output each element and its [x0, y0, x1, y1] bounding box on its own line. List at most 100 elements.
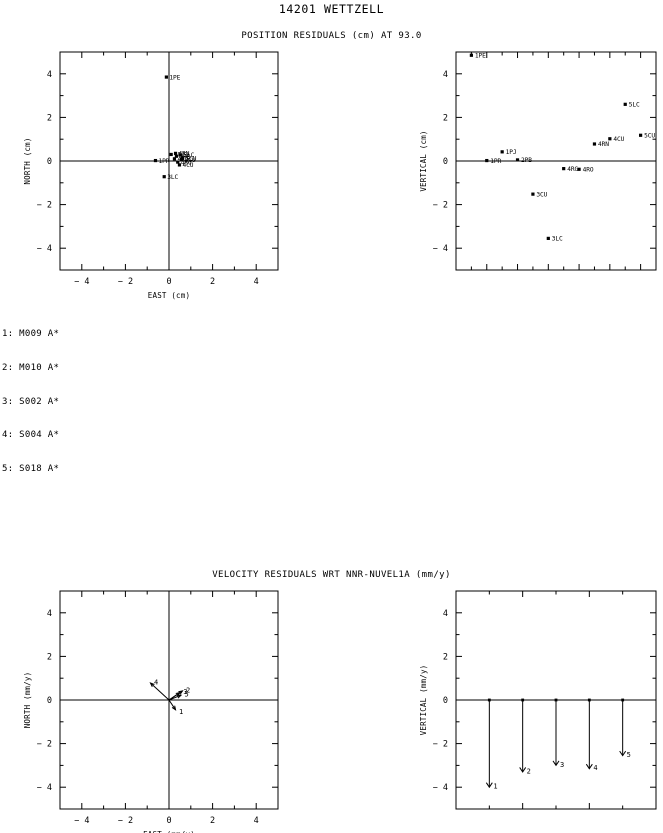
data-point-label: 5CU [186, 156, 197, 163]
data-point [515, 158, 520, 162]
x-tick-label: 4 [254, 277, 259, 287]
data-point [500, 150, 504, 154]
data-point-label: 4CU [182, 162, 193, 169]
y-tick-label: − 4 [433, 244, 448, 254]
data-point [531, 192, 535, 196]
y-tick-label: 4 [443, 70, 448, 80]
data-point-label: 4RN [179, 151, 190, 158]
vector-arrowhead [552, 760, 560, 767]
x-tick-label: − 2 [118, 277, 133, 287]
velocity-vector [168, 694, 182, 701]
legend-item: 4: S004 A* [2, 430, 60, 441]
data-point-label: 4RO [583, 166, 594, 173]
position-north-east-plot: − 4 − 2 0 2 4 − 4 − 2 0 2 4 EAST (cm) NORTH (cm) 1PE… [23, 44, 288, 300]
vector-label: 1 [493, 783, 497, 791]
y-tick-label: − 2 [37, 201, 52, 211]
legend-item: 3: S002 A* [2, 396, 60, 407]
legend-item: 5: S018 A* [2, 463, 60, 474]
data-point [177, 163, 182, 167]
position-vertical-plot: − 4 − 2 0 2 4 VERTICAL (cm) 1PE 1PR 1PJ 2PB 3CU 3LC… [418, 44, 663, 294]
vector-arrowhead [176, 694, 183, 699]
vector-label: 1 [179, 708, 183, 716]
y-axis-label: NORTH (cm) [23, 137, 32, 184]
data-point [180, 156, 185, 160]
legend-item: 1: M009 A* [2, 329, 60, 340]
data-point [639, 133, 643, 137]
data-point-label: 1PR [490, 158, 501, 165]
data-point [178, 153, 182, 157]
x-tick-label: 2 [210, 277, 215, 287]
vector-arrowhead [178, 690, 184, 695]
data-point-label: 5CU [644, 132, 655, 139]
vector-label: 5 [184, 691, 188, 699]
data-point [169, 152, 173, 157]
velocity-vertical-plot: − 4 − 2 0 2 4 VERTICAL (mm/y) 1 2 3 4 5 [418, 583, 663, 833]
y-tick-label: 4 [47, 609, 52, 619]
y-tick-label: 0 [47, 696, 52, 706]
data-point [577, 167, 581, 171]
data-point [469, 53, 473, 57]
position-ne-axes: − 4 − 2 0 2 4 − 4 − 2 0 2 4 EAST (cm) NORTH (cm) 1PE… [23, 51, 279, 300]
x-axis-label: EAST (mm/y) [143, 830, 195, 833]
data-point [592, 142, 597, 146]
y-tick-label: − 2 [433, 201, 448, 211]
vector-label: 2 [186, 686, 190, 694]
data-point [153, 158, 158, 163]
y-tick-label: 2 [47, 652, 52, 662]
data-point-label: 3LC [552, 236, 563, 243]
x-tick-label: 0 [166, 816, 171, 826]
velocity-vertical-axes: − 4 − 2 0 2 4 VERTICAL (mm/y) 1 2 3 4 5 [419, 590, 657, 810]
vector-arrowhead [485, 782, 493, 789]
data-point [172, 157, 177, 161]
x-tick-label: − 2 [118, 816, 133, 826]
vector-arrowhead [171, 705, 177, 711]
vector-label: 4 [593, 764, 597, 772]
data-point-label: 3LC [167, 174, 178, 181]
x-tick-label: 0 [166, 277, 171, 287]
velocity-vector [168, 699, 176, 711]
y-tick-label: 2 [443, 652, 448, 662]
y-tick-label: 4 [443, 609, 448, 619]
y-tick-label: − 2 [37, 740, 52, 750]
data-point-label: 3CU [185, 157, 196, 164]
data-point-label: 1PR [158, 158, 169, 165]
data-point-label: 2PB [179, 153, 190, 160]
y-tick-label: 0 [443, 157, 448, 167]
data-point [623, 102, 627, 106]
y-axis-label: NORTH (mm/y) [23, 672, 32, 729]
vector-arrowhead [585, 763, 593, 770]
data-point-label: 3CU [536, 191, 547, 198]
x-tick-label: − 4 [74, 277, 89, 287]
legend-item: 2: M010 A* [2, 363, 60, 374]
y-tick-label: 0 [443, 696, 448, 706]
vector-label: 5 [627, 751, 631, 759]
y-tick-label: − 2 [433, 740, 448, 750]
velocity-panel-title: VELOCITY RESIDUALS WRT NNR-NUVEL1A (mm/y… [212, 570, 451, 580]
data-point-label: 5LC [629, 102, 640, 109]
data-point [164, 75, 168, 79]
vector-label: 4 [154, 678, 158, 686]
position-panel-title: POSITION RESIDUALS (cm) AT 93.0 [241, 31, 422, 41]
y-axis-label: VERTICAL (mm/y) [419, 665, 428, 736]
data-point-label: 1PE [169, 74, 180, 81]
position-vertical-axes: − 4 − 2 0 2 4 VERTICAL (cm) 1PE 1PR 1PJ 2PB 3CU 3LC… [419, 51, 657, 271]
data-point [176, 160, 180, 164]
data-point-label: 4CU [613, 136, 624, 143]
y-tick-label: − 4 [37, 783, 52, 793]
y-tick-label: 0 [47, 157, 52, 167]
data-point [162, 175, 166, 179]
y-axis-label: VERTICAL (cm) [419, 130, 428, 191]
data-point [174, 154, 179, 158]
data-point-label: 4RO [181, 159, 192, 166]
data-point-label: 1PE [475, 52, 486, 59]
vector-label: 2 [527, 767, 531, 775]
x-tick-label: 4 [254, 816, 259, 826]
velocity-ne-axes: − 4 − 2 0 2 4 − 4 − 2 0 2 4 EAST (mm/y) NORTH (mm/y… [23, 590, 279, 833]
data-point [173, 151, 178, 155]
data-point-label: 1PJ [506, 149, 517, 156]
y-tick-label: − 4 [433, 783, 448, 793]
x-tick-label: − 4 [74, 816, 89, 826]
y-tick-label: 4 [47, 70, 52, 80]
x-tick-label: 2 [210, 816, 215, 826]
